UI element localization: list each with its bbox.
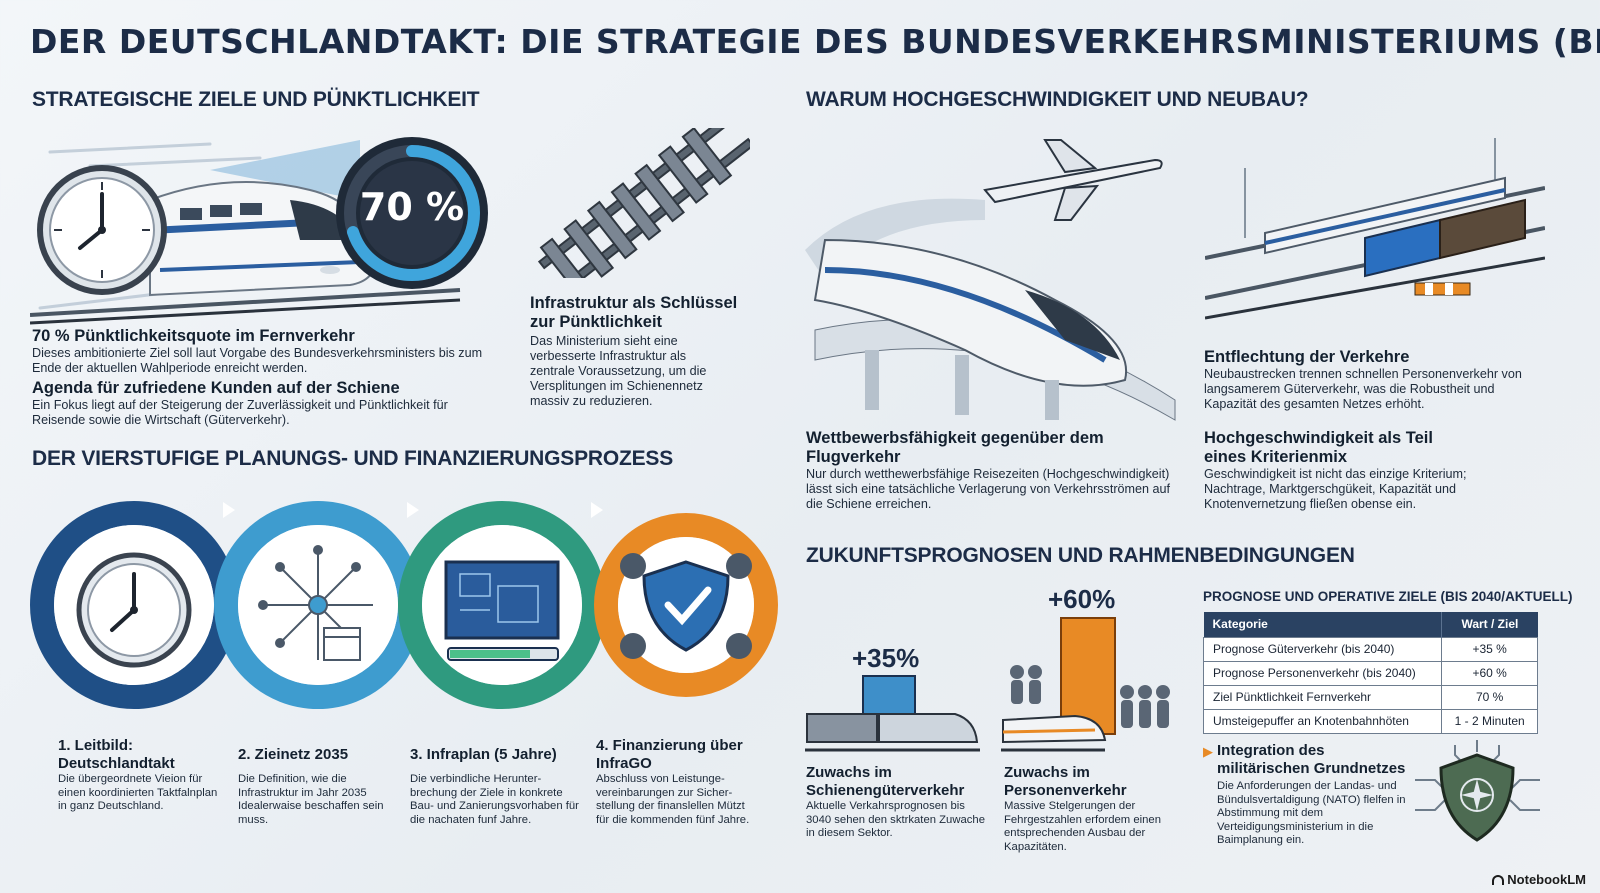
clock-icon (37, 165, 167, 295)
construction-barrier-icon (1414, 282, 1471, 296)
train-punctuality-illustration (30, 137, 488, 325)
nato-shield-icon (1415, 740, 1540, 842)
clock-icon (76, 552, 192, 668)
people-icon (1010, 665, 1170, 728)
table-cell: +35 % (1441, 636, 1538, 662)
separated-traffic-illustration (1205, 138, 1545, 320)
table-row: Prognose Personenverkehr (bis 2040) +60 … (1202, 660, 1538, 686)
table-row: Ziel Pünktlichkeit Fernverkehr 70 % (1202, 684, 1538, 710)
section-title-ziele: STRATEGISCHE ZIELE UND PÜNKTLICHKEIT (32, 88, 480, 111)
infra-title: Infrastruktur als Schlüssel zur Pünktlic… (530, 294, 738, 331)
military-title: Integration des militärischen Grundnetze… (1217, 742, 1406, 777)
table-cell: 1 - 2 Minuten (1441, 708, 1538, 734)
table-cell: Prognose Güterverkehr (bis 2040) (1202, 636, 1443, 662)
step-4-text: Abschluss von Leistunge-vereinbarungen z… (596, 773, 750, 826)
separation-text: Neubaustrecken trennen schnellen Persone… (1204, 367, 1522, 411)
notebooklm-logo: NotebookLM (1492, 872, 1586, 887)
punctuality-gauge (336, 137, 488, 289)
table-row: Prognose Güterverkehr (bis 2040) +35 % (1202, 636, 1538, 662)
punctuality-goal-text: Dieses ambitionierte Ziel soll laut Vorg… (32, 346, 483, 375)
section-title-prozess: DER VIERSTUFIGE PLANUNGS- UND FINANZIERU… (32, 447, 674, 470)
freight-growth-label: +35% (852, 643, 920, 673)
train-icon (813, 238, 1128, 387)
step-1-text: Die übergeordnete Vieion für einen koord… (58, 773, 218, 812)
table-title: PROGNOSE UND OPERATIVE ZIELE (BIS 2040/A… (1203, 589, 1573, 604)
freight-growth-title: Zuwachs im Schienengüterverkehr (806, 764, 965, 799)
table-cell: Prognose Personenverkehr (bis 2040) (1202, 660, 1443, 686)
table-cell: Ziel Pünktlichkeit Fernverkehr (1202, 684, 1443, 710)
military-text: Die Anforderungen der Landas- und Bündul… (1217, 780, 1406, 846)
blueprint-icon (444, 560, 560, 661)
forecast-table: Kategorie Wart / Ziel Prognose Güterverk… (1202, 612, 1538, 734)
process-rings (30, 501, 778, 709)
highspeed-criteria-title: Hochgeschwindigkeit als Teil eines Krite… (1204, 429, 1433, 466)
step-2-text: Die Definition, wie die Infrastruktur im… (238, 773, 384, 826)
table-row: Umsteigepuffer an Knotenbahnhöten 1 - 2 … (1202, 708, 1538, 734)
notebooklm-logo-icon (1492, 875, 1505, 885)
freight-train-icon (805, 713, 980, 752)
punctuality-goal-title: 70 % Pünktlichkeitsquote im Fernverkehr (32, 327, 355, 345)
section-title-prognosen: ZUKUNFTSPROGNOSEN UND RAHMENBEDINGUNGEN (806, 544, 1355, 567)
highspeed-criteria-text: Geschwindigkeit ist nicht das einzige Kr… (1204, 467, 1467, 511)
table-header-value: Wart / Ziel (1441, 612, 1538, 637)
step-3-text: Die verbindliche Herunter-brechung der Z… (410, 773, 579, 826)
bullet-arrow-icon: ▶ (1203, 744, 1213, 759)
table-cell: 70 % (1441, 684, 1538, 710)
table-cell: Umsteigepuffer an Knotenbahnhöten (1202, 708, 1443, 734)
competitiveness-title: Wettbewerbsfähigkeit gegenüber dem Flugv… (806, 429, 1104, 466)
competitiveness-text: Nur durch wetthewerbsfähige Reisezeiten … (806, 467, 1171, 511)
growth-bars-illustration (805, 617, 1170, 752)
rail-track-icon (537, 128, 750, 278)
separation-title: Entflechtung der Verkehre (1204, 348, 1410, 366)
shield-money-icon (620, 553, 752, 659)
step-4-title: 4. Finanzierung über InfraGO (596, 737, 743, 772)
gauge-label: 70 % (359, 185, 465, 229)
freight-locomotive-icon (1364, 198, 1526, 278)
airplane-icon (983, 139, 1163, 221)
train-icon (149, 181, 377, 297)
page-title: DER DEUTSCHLANDTAKT: DIE STRATEGIE DES B… (30, 22, 1600, 61)
passenger-growth-text: Massive Stelgerungen der Fehrgestzahlen … (1004, 800, 1161, 853)
passenger-train-icon (1001, 714, 1107, 752)
highspeed-train-icon (1264, 176, 1506, 255)
agenda-text: Ein Fokus liegt auf der Steigerung der Z… (32, 398, 448, 427)
agenda-title: Agenda für zufriedene Kunden auf der Sch… (32, 379, 400, 397)
step-3-title: 3. Infraplan (5 Jahre) (410, 746, 557, 763)
step-1-title: 1. Leitbild: Deutschlandtakt (58, 737, 175, 772)
passenger-growth-title: Zuwachs im Personenverkehr (1004, 764, 1127, 799)
table-header-category: Kategorie (1203, 612, 1442, 637)
section-title-warum: WARUM HOCHGESCHWINDIGKEIT UND NEUBAU? (806, 88, 1309, 111)
passenger-growth-bar (1060, 617, 1116, 735)
table-cell: +60 % (1441, 660, 1538, 686)
infra-text: Das Ministerium sieht eine verbesserte I… (530, 334, 707, 408)
highspeed-viaduct-illustration (805, 139, 1176, 421)
notebooklm-logo-text: NotebookLM (1507, 872, 1586, 887)
freight-growth-text: Aktuelle Verkahrsprognosen bis 3040 sehe… (806, 800, 985, 839)
passenger-growth-label: +60% (1048, 584, 1116, 614)
network-calendar-icon (258, 545, 373, 661)
step-2-title: 2. Zieinetz 2035 (238, 746, 349, 763)
